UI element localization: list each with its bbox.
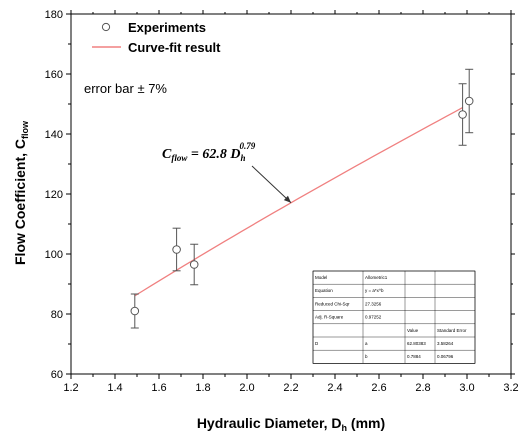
fit-table-cell: Model [315,275,327,280]
data-point [130,306,140,316]
fit-table-cell: Equation [315,288,333,293]
fit-table-cell: Standard Error [437,328,467,333]
x-tick-label: 3.2 [503,382,518,394]
fit-table-border [312,270,476,364]
x-tick-label: 1.8 [195,382,210,394]
legend-label-curve-fit: Curve-fit result [128,40,221,55]
fit-equation-body: = 62.8 D [187,147,240,162]
x-axis-title-unit: (mm) [347,415,385,431]
fit-table-cell: b [365,354,368,359]
fit-equation: Cflow = 62.8 Dh 0.79 [162,141,256,163]
legend-label-experiments: Experiments [128,20,206,35]
y-tick-label: 60 [51,369,63,381]
axes: 1.2 1.4 1.6 1.8 2.0 2.2 2.4 2.6 2.8 3.0 3.2 60 80 100… [45,9,519,394]
legend-marker-experiments [101,22,111,32]
fit-table-cell: 62.80383 [407,341,426,346]
error-bar-note: error bar ± 7% [84,81,167,96]
legend: Experiments Curve-fit result [92,20,221,55]
x-axis-title-subscript: h [342,423,348,433]
data-point-layer [130,68,474,329]
fit-table-cell: Allometric1 [365,275,388,280]
fit-statistics-table: Model Allometric1 Equation y = a*x^b Reduced… [312,270,476,364]
y-tick-label: 140 [45,129,63,141]
fit-table-cell: 0.7884 [407,354,421,359]
fit-table-cell: 0.97252 [365,315,382,320]
y-tick-label: 180 [45,9,63,21]
fit-table-cell: y = a*x^b [365,288,384,293]
fit-table-cell: Value [407,328,419,333]
fit-equation-lhs: C [162,147,172,162]
fit-table-cell: a [365,341,368,346]
fit-equation-lhs-subscript: flow [171,153,188,163]
y-axis-title-main: Flow Coefficient, C [12,139,28,265]
y-axis-title: Flow Coefficient, Cflow [12,120,30,265]
y-tick-label: 120 [45,189,63,201]
fit-table-cell: D [315,341,319,346]
y-tick-label: 80 [51,309,63,321]
fit-line-layer [134,107,463,297]
x-tick-label: 2.0 [239,382,254,394]
x-axis-title: Hydraulic Diameter, Dh (mm) [197,415,385,433]
x-tick-label: 1.4 [107,382,122,394]
data-point [464,96,474,106]
x-axis-title-main: Hydraulic Diameter, D [197,415,342,431]
x-tick-label: 2.4 [327,382,342,394]
fit-equation-exponent: 0.79 [239,141,255,151]
x-tick-label: 3.0 [459,382,474,394]
x-tick-label: 1.2 [63,382,78,394]
data-point [458,110,467,119]
y-axis-title-subscript: flow [20,120,30,139]
y-tick-label: 100 [45,249,63,261]
fit-table-cell: Adj. R-Square [315,315,344,320]
x-tick-label: 1.6 [151,382,166,394]
arrow-head [283,195,291,203]
x-tick-label: 2.6 [371,382,386,394]
y-tick-label: 160 [45,69,63,81]
fit-table-cell: 27.3256 [365,301,382,306]
x-tick-label: 2.8 [415,382,430,394]
fit-table-cell: Reduced Chi-Sqr [315,301,350,306]
data-point [172,245,181,254]
fit-table-cell: 3.58264 [437,341,454,346]
fit-table-cell: 0.06796 [437,354,454,359]
data-point [189,260,199,269]
x-tick-label: 2.2 [283,382,298,394]
equation-arrow [251,165,292,204]
fit-equation-subscript: h [240,153,245,163]
curve-fit-line [134,107,463,297]
arrow-shaft [251,165,292,204]
